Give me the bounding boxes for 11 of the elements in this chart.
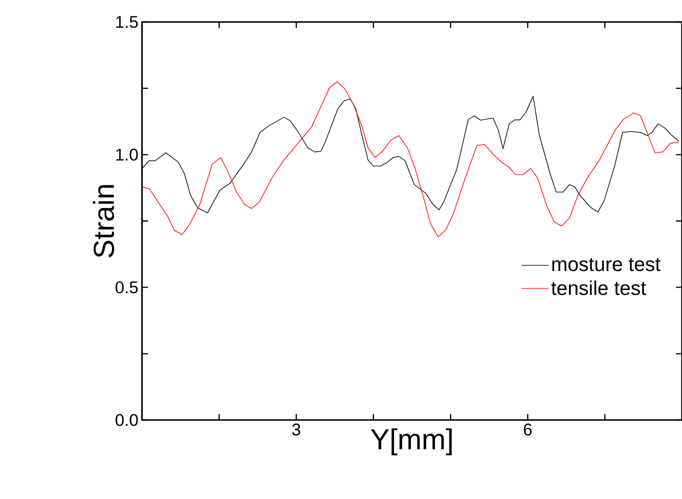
x-axis-title: Y[mm] [370, 428, 452, 456]
y-tick-label: 1.5 [116, 16, 138, 28]
x-tick-label: 3 [292, 424, 300, 436]
legend-label: mosture test [552, 258, 660, 272]
legend-label: tensile test [551, 280, 646, 296]
y-tick-label: 0.5 [116, 281, 138, 294]
y-tick-label: 1.0 [116, 148, 138, 161]
y-axis-title: Strain [92, 185, 114, 258]
y-tick-label: 0.0 [116, 414, 138, 426]
line-series [142, 81, 680, 238]
x-tick-label: 6 [524, 424, 532, 436]
